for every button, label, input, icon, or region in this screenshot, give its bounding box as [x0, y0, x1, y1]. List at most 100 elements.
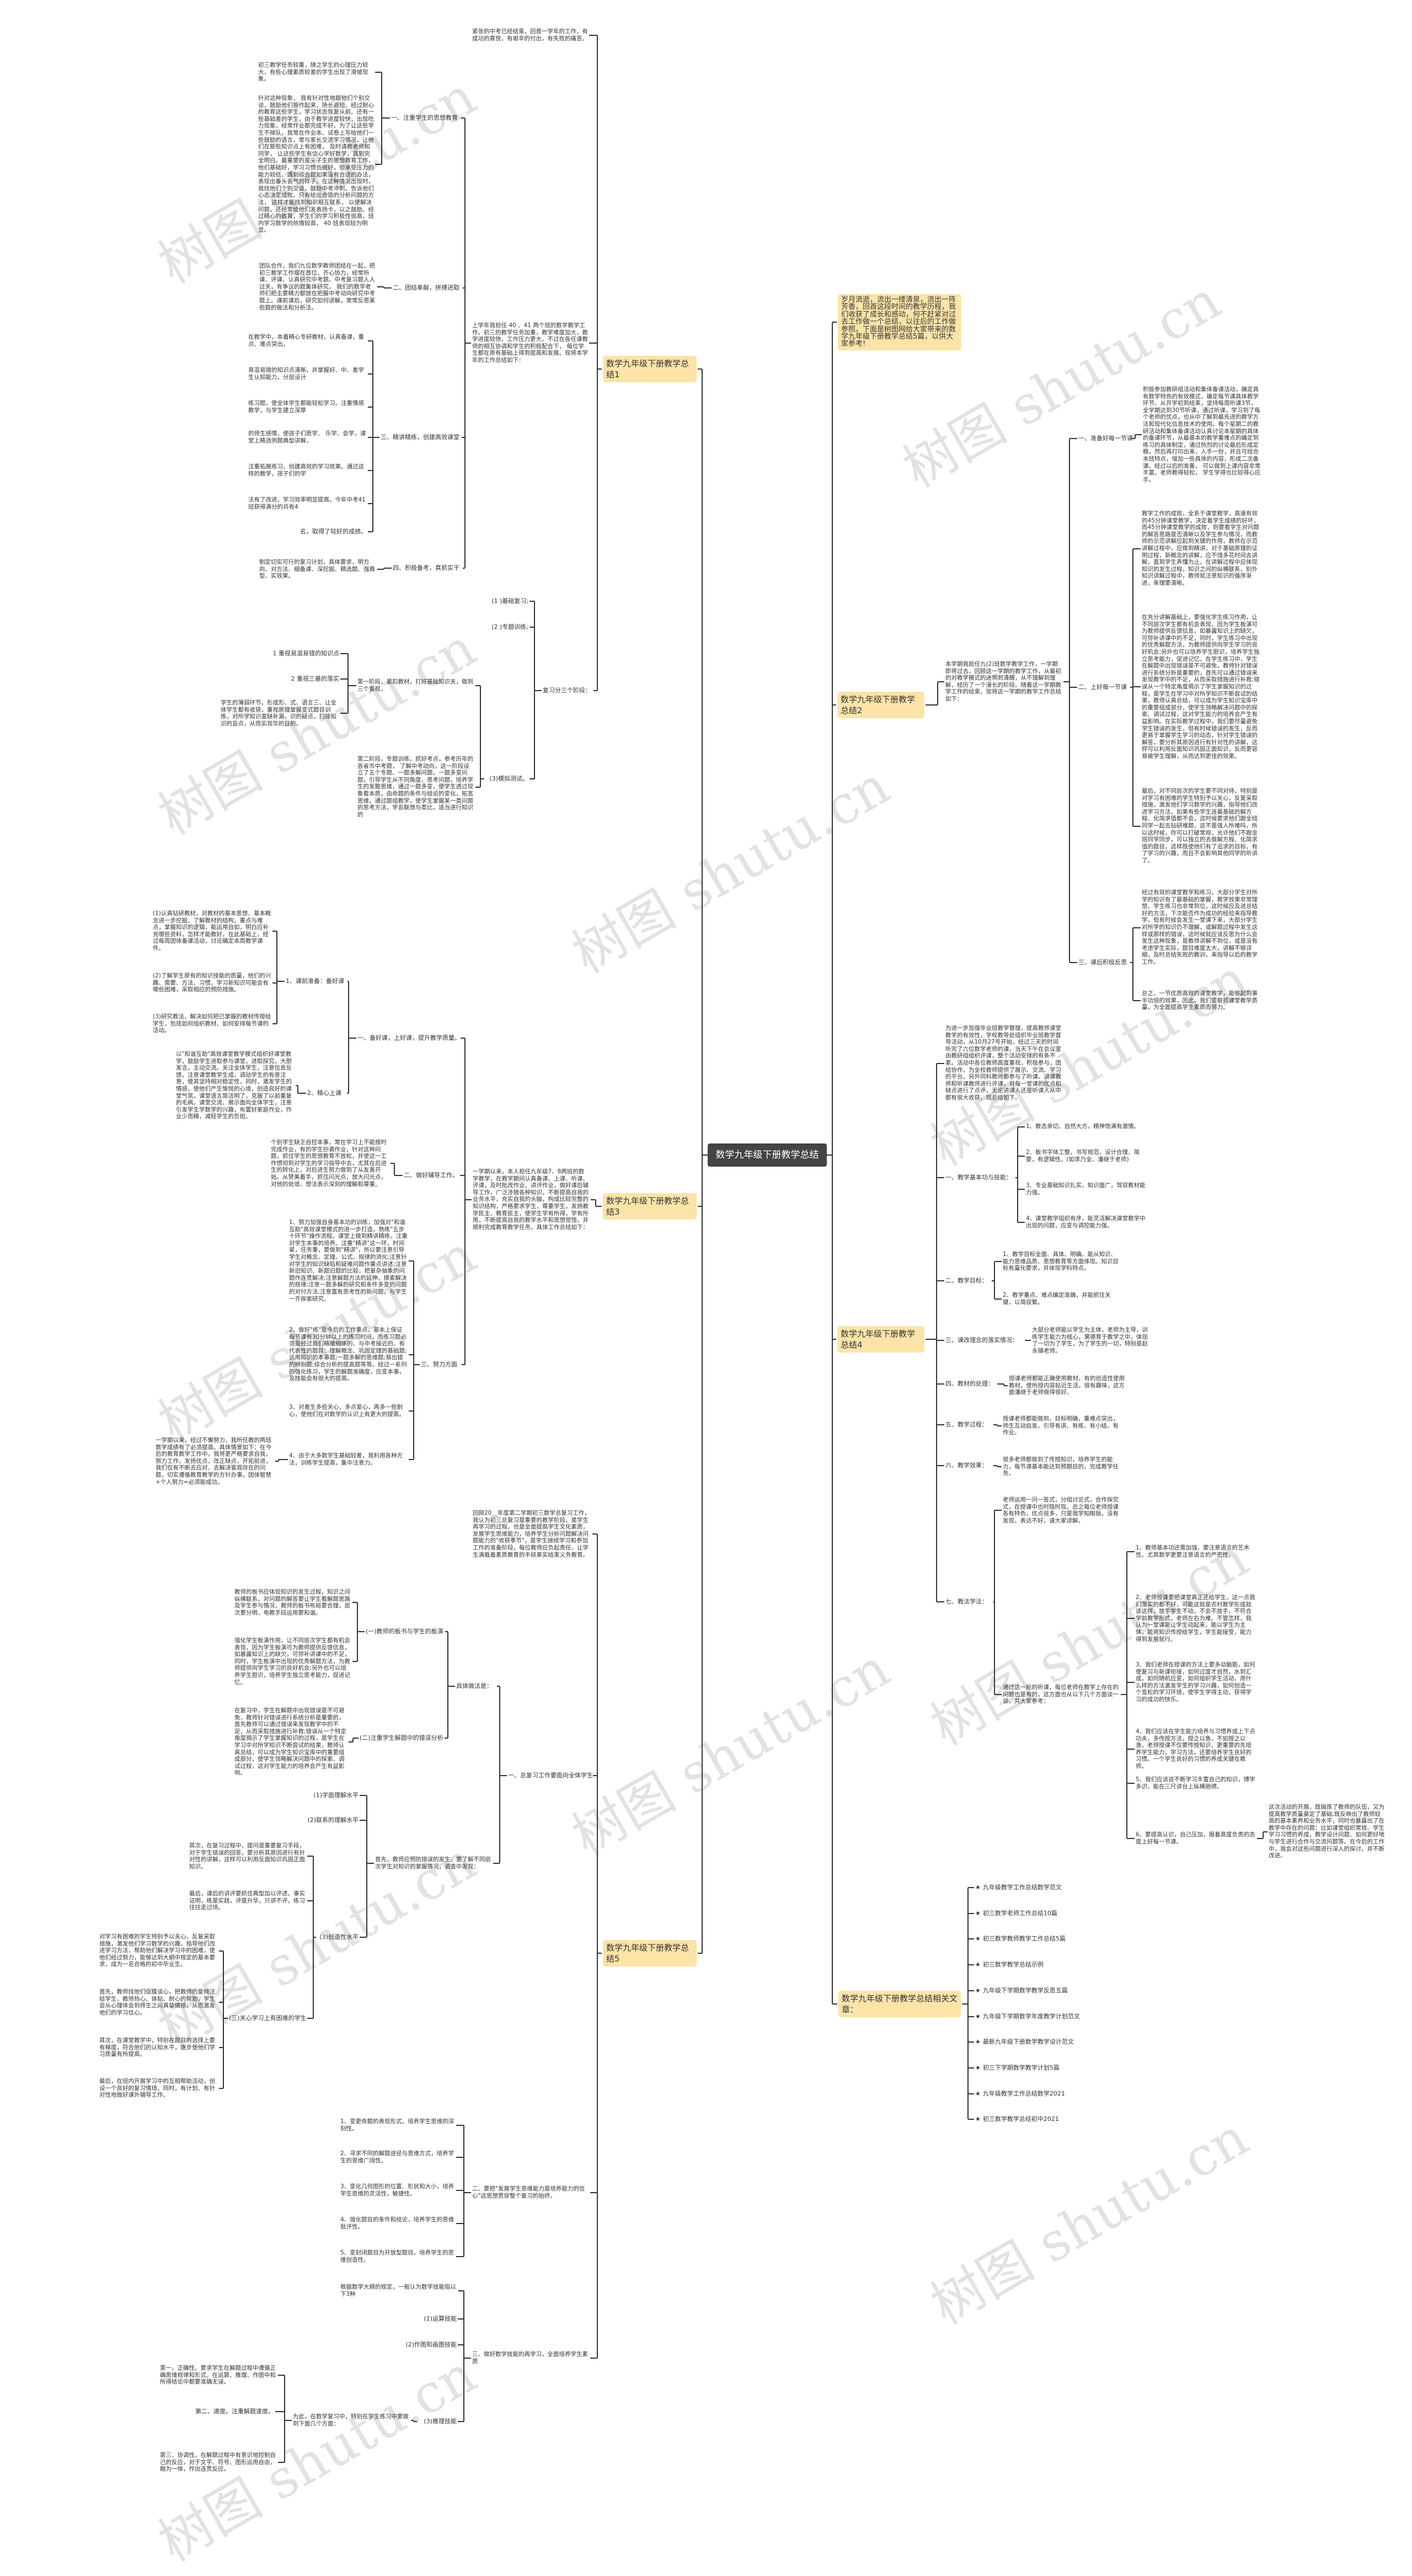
b5-s1-first-c3-items-0: 其次，在复习过程中，提问是重要复习手段，对于学生错误的回答，要分析其原因进行有针…	[189, 1842, 305, 1870]
b5-title-node[interactable]: 数学九年级下册教学总结5	[603, 1940, 697, 1966]
connector	[461, 1038, 465, 1039]
b1-review-s3-label[interactable]: (3)模拟测试。	[489, 775, 528, 782]
related-article-link[interactable]: ★ 初三数学教学总结示例	[975, 1961, 1044, 1969]
connector	[414, 1364, 420, 1365]
b5-s1-how-b-label[interactable]: (二)注重学生解题中的错误分析	[360, 1734, 443, 1741]
b5-s1-first-items-1[interactable]: (2)联系的理解水平	[307, 1816, 359, 1824]
b4-s2-label[interactable]: 二、教学目标：	[945, 1277, 988, 1284]
b4-s7-final: 这次活动的开展，既锻炼了教师的队伍，又为提高教学质量奠定了基础;既反映出了教师较…	[1269, 1804, 1384, 1859]
b5-s1-how-a-label[interactable]: (一)教师的板书与学生的板演	[366, 1628, 443, 1635]
b5-s1-how-label[interactable]: 具体做法是：	[456, 1682, 493, 1690]
connector	[994, 1510, 1002, 1511]
connector-spine	[463, 2125, 464, 2257]
connector-spine	[967, 1888, 969, 2120]
b1-p1-s2-label[interactable]: 二、团结奉献，拼搏进取	[393, 284, 459, 291]
connector	[1127, 1749, 1135, 1750]
b1-p1-s3-items-6[interactable]: 名，取得了较好的成绩。	[300, 528, 367, 535]
b2-s3-label[interactable]: 三、课后积极反思	[1078, 959, 1127, 966]
b3-s3-items-2: 3、对差生多些关心，多点爱心，再多一些耐心，使他们在对数学的认识上有更大的提高。	[289, 1404, 405, 1418]
related-article-title: 初三数学教师教学工作总结5篇	[982, 1935, 1066, 1943]
b4-s1-label[interactable]: 一、教学基本功与技能：	[945, 1174, 1012, 1181]
b3-s1-c2-label[interactable]: 2、精心上课	[307, 1089, 341, 1097]
connector	[368, 436, 373, 438]
root-node[interactable]: 数学九年级下册教学总结	[708, 1143, 827, 1167]
b4-s5-label[interactable]: 五、教学过程：	[945, 1421, 988, 1428]
connector	[992, 1280, 994, 1281]
b1-review-s3-stage1-items-1[interactable]: 2 重视三基的落实	[291, 675, 340, 682]
b5-s2-items-0: 1、变更命题的表现形式，培养学生思维的深刻性。	[340, 2118, 454, 2132]
b1-p1-s4-label[interactable]: 四、积极备考，真抓实干	[393, 564, 459, 571]
b1-review-s3-stage1-items-0[interactable]: 1 重视易混易错的知识点	[272, 650, 340, 657]
b5-s1-label[interactable]: 一、总复习工作要面向全体学生	[508, 1772, 593, 1779]
related-article-link[interactable]: ★ 初三下学期数学教学计划5篇	[975, 2064, 1060, 2072]
connector	[937, 1601, 944, 1602]
b1-p1-s1-label[interactable]: 一、注重学生的思想教育	[391, 114, 458, 121]
b1-p1-s3-label[interactable]: 三、精讲精练，创建高效课堂	[381, 434, 459, 441]
b1-review-items-0[interactable]: (1 )基础复习;	[491, 597, 528, 605]
b3-s2-label[interactable]: 二、做好辅导工作。	[404, 1172, 458, 1179]
connector	[1127, 1782, 1135, 1784]
connector	[219, 2088, 223, 2089]
connector	[832, 704, 836, 706]
b3-s3-label[interactable]: 三、努力方面	[421, 1361, 457, 1368]
connector	[456, 2256, 464, 2257]
b2-title-node[interactable]: 数学九年级下册教学总结2	[837, 692, 924, 718]
connector	[1133, 825, 1141, 827]
connector	[832, 322, 837, 323]
connector	[589, 34, 597, 36]
related-article-link[interactable]: ★ 九年级教学工作总结数学范文	[975, 1884, 1062, 1891]
star-icon: ★	[975, 1909, 981, 1917]
b5-s3-items-1[interactable]: (2)作图和画图技能	[405, 2341, 457, 2348]
connector	[493, 1862, 500, 1864]
b5-s3-items-0[interactable]: (1)运算技能	[424, 2315, 457, 2322]
b4-s6-label[interactable]: 六、教学效果：	[945, 1462, 988, 1469]
related-article-link[interactable]: ★ 初三数学教师教学工作总结5篇	[975, 1935, 1066, 1943]
b1-p1-s3-items-2: 练习题，使全体学生都能轻松学习。注重情感教学，与学生建立深厚	[248, 400, 364, 414]
connector-spine	[463, 2290, 464, 2422]
related-article-link[interactable]: ★ 九年级下学期数学教学反思五篇	[975, 1987, 1068, 1995]
connector	[1121, 1694, 1127, 1695]
b2-s2-label[interactable]: 二、上好每一节课	[1078, 683, 1127, 691]
b5-s1-first-c3-care-label[interactable]: (三)关心学习上有困难的学生	[229, 2014, 307, 2022]
b4-s7-text2: 通过这一轮的听课，每位老师在教学上存在的问题也是有的，这方面也从以下几个方面谈一…	[1003, 1684, 1119, 1705]
b1-review-label[interactable]: 复习分三个阶段：	[543, 687, 591, 694]
connector	[590, 2192, 597, 2193]
b5-s3-c3-items-1[interactable]: 第二、速度。注重解题速度。	[195, 2408, 274, 2415]
b6-title-node[interactable]: 数学九年级下册教学总结相关文章：	[838, 1991, 961, 2017]
b4-title-node[interactable]: 数学九年级下册教学总结4	[837, 1326, 924, 1353]
b1-review-items-1[interactable]: (2 )专题训练;	[491, 623, 528, 630]
connector	[591, 1199, 596, 1200]
connector-spine	[394, 1163, 395, 1175]
b5-s1-first-c3-label[interactable]: (3)创造性水平	[319, 1933, 359, 1941]
b1-review-s3-stage2: 第二阶段，专题训练，抓好考点，参考历年的各省市中考题， 了解中考动向，这一阶段设…	[357, 756, 473, 818]
connector	[353, 1738, 359, 1739]
connector	[456, 2156, 464, 2158]
b3-s1-c1-label[interactable]: 1、课前准备：备好课	[286, 977, 344, 985]
b1-review-s3-stage1-text: 第一阶段，紧扣教材，打好基础知识关，做到三个重视，	[357, 678, 473, 692]
b4-s7-label[interactable]: 七、教法学法：	[945, 1598, 988, 1605]
related-article-link[interactable]: ★ 初三数学老师工作总结10篇	[975, 1910, 1057, 1917]
connector-spine	[1126, 1551, 1127, 1839]
b5-s3-c3-items-2: 第三、协调性。在解题过程中有意识地控制自己的反应，对于文字、符号、图形运用自由，…	[160, 2452, 276, 2473]
b2-s1-label[interactable]: 一、准备好每一节课	[1078, 435, 1133, 442]
b5-s2-items-2: 3、变化几何图形的位置、形状和大小，培养学生思维的灵活性，敏捷性。	[340, 2183, 454, 2197]
b1-title-node[interactable]: 数学九年级下册教学总结1	[603, 356, 697, 382]
b3-title-node[interactable]: 数学九年级下册教学总结3	[603, 1193, 697, 1220]
connector-spine	[278, 1459, 279, 1461]
b2-s2-items-2: 最后，对不同层次的学生要不同对待，特别是对学习有困难的学生特别予以关心，反复采取…	[1142, 788, 1258, 864]
connector	[409, 1354, 414, 1355]
b3-s1-label[interactable]: 一、备好课，上好课，提升教学质量。	[357, 1034, 461, 1041]
b5-s1-first-items-0[interactable]: (1)字面理解水平	[313, 1792, 359, 1799]
connector	[1127, 1618, 1135, 1619]
related-article-link[interactable]: ★ 九年级下学期数学年度教学计划范文	[975, 2013, 1080, 2021]
related-article-link[interactable]: ★ 初三数学教学总结初中2021	[975, 2115, 1059, 2123]
connector	[458, 2344, 464, 2345]
intro[interactable]: 岁月流逝，流出一缕清泉，流出一阵芳香，回首这段时间的教学历程，我们收获了成长和感…	[838, 294, 961, 350]
b4-s4-label[interactable]: 四、教材的处理：	[945, 1380, 994, 1387]
connector-spine	[997, 1466, 998, 1467]
related-article-link[interactable]: ★ 九年级教学工作总结数学2021	[975, 2090, 1065, 2098]
b5-s3-c3-label[interactable]: (3)推理技能	[424, 2418, 457, 2425]
connector	[448, 1686, 455, 1687]
related-article-link[interactable]: ★ 最新九年级下册数学教学设计范文	[975, 2038, 1074, 2046]
b4-s3-label[interactable]: 三、课改理念的落实情况：	[945, 1337, 1018, 1344]
